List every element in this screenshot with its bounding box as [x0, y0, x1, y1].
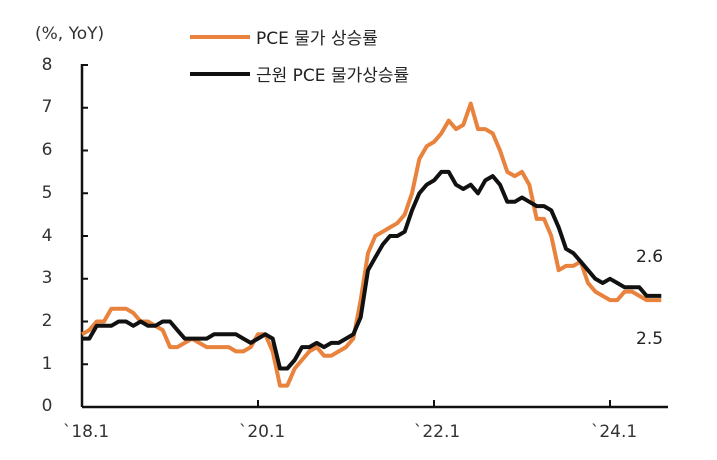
chart-axes	[80, 64, 668, 409]
legend-label-core-pce: 근원 PCE 물가상승률	[256, 66, 410, 86]
x-tick-2018: `18.1	[62, 422, 110, 442]
y-tick-5: 5	[41, 183, 53, 203]
x-tick-2022: `22.1	[413, 422, 461, 442]
legend-label-pce: PCE 물가 상승률	[256, 29, 378, 49]
y-tick-7: 7	[41, 97, 53, 117]
x-tick-2020: `20.1	[238, 422, 286, 442]
legend-swatch-pce	[190, 34, 250, 39]
annotation-core-pce-latest: 2.6	[636, 247, 664, 267]
y-axis-unit-label: (%, YoY)	[35, 24, 105, 44]
y-tick-0: 0	[41, 396, 53, 416]
legend-item-core-pce: 근원 PCE 물가상승률	[190, 61, 409, 86]
y-tick-2: 2	[41, 311, 53, 331]
legend-item-pce: PCE 물가 상승률	[190, 24, 378, 49]
y-tick-8: 8	[41, 55, 53, 75]
series-line-core-pce	[82, 169, 662, 371]
y-tick-3: 3	[41, 268, 53, 288]
legend-swatch-core-pce	[190, 71, 250, 76]
y-tick-1: 1	[41, 354, 53, 374]
x-tick-2024: `24.1	[590, 422, 638, 442]
series-line-pce	[81, 101, 662, 388]
annotation-pce-latest: 2.5	[636, 329, 664, 349]
y-tick-6: 6	[41, 140, 53, 160]
y-tick-4: 4	[41, 226, 53, 246]
